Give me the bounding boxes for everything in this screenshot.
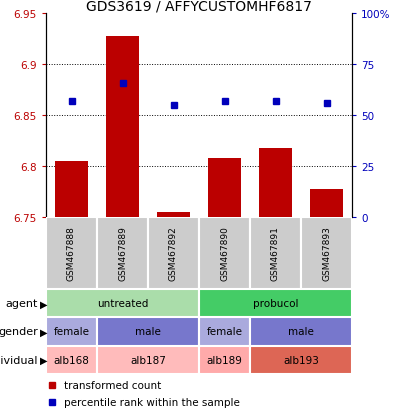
Text: ▶: ▶ [40, 355, 48, 365]
Bar [301, 217, 352, 290]
Text: GSM467893: GSM467893 [322, 226, 331, 281]
Text: male: male [135, 327, 161, 337]
Text: GSM467890: GSM467890 [220, 226, 229, 281]
Text: alb189: alb189 [206, 355, 242, 365]
Text: untreated: untreated [97, 299, 148, 309]
Text: female: female [206, 327, 242, 337]
Text: percentile rank within the sample: percentile rank within the sample [64, 397, 240, 407]
Bar [208, 159, 241, 217]
Bar [199, 346, 250, 374]
Text: GSM467891: GSM467891 [271, 226, 280, 281]
Bar [199, 217, 250, 290]
Bar [157, 212, 190, 217]
Text: male: male [288, 327, 314, 337]
Bar [46, 318, 97, 346]
Bar [46, 290, 199, 318]
Bar [97, 346, 199, 374]
Bar [259, 148, 292, 217]
Text: alb187: alb187 [130, 355, 166, 365]
Bar [250, 346, 352, 374]
Bar [55, 161, 88, 217]
Bar [97, 318, 199, 346]
Text: individual: individual [0, 355, 38, 365]
Bar [199, 318, 250, 346]
Bar [46, 217, 97, 290]
Title: GDS3619 / AFFYCUSTOMHF6817: GDS3619 / AFFYCUSTOMHF6817 [86, 0, 312, 13]
Text: ▶: ▶ [40, 299, 48, 309]
Text: GSM467889: GSM467889 [118, 226, 127, 281]
Bar [46, 346, 97, 374]
Text: female: female [54, 327, 90, 337]
Text: GSM467892: GSM467892 [169, 226, 178, 281]
Text: ▶: ▶ [40, 327, 48, 337]
Text: alb168: alb168 [54, 355, 90, 365]
Bar [250, 217, 301, 290]
Text: probucol: probucol [253, 299, 298, 309]
Bar [199, 290, 352, 318]
Text: gender: gender [0, 327, 38, 337]
Text: transformed count: transformed count [64, 380, 162, 390]
Text: agent: agent [6, 299, 38, 309]
Bar [97, 217, 148, 290]
Bar [148, 217, 199, 290]
Bar [250, 318, 352, 346]
Bar [310, 190, 343, 217]
Text: GSM467888: GSM467888 [67, 226, 76, 281]
Bar [106, 37, 139, 217]
Text: alb193: alb193 [283, 355, 319, 365]
